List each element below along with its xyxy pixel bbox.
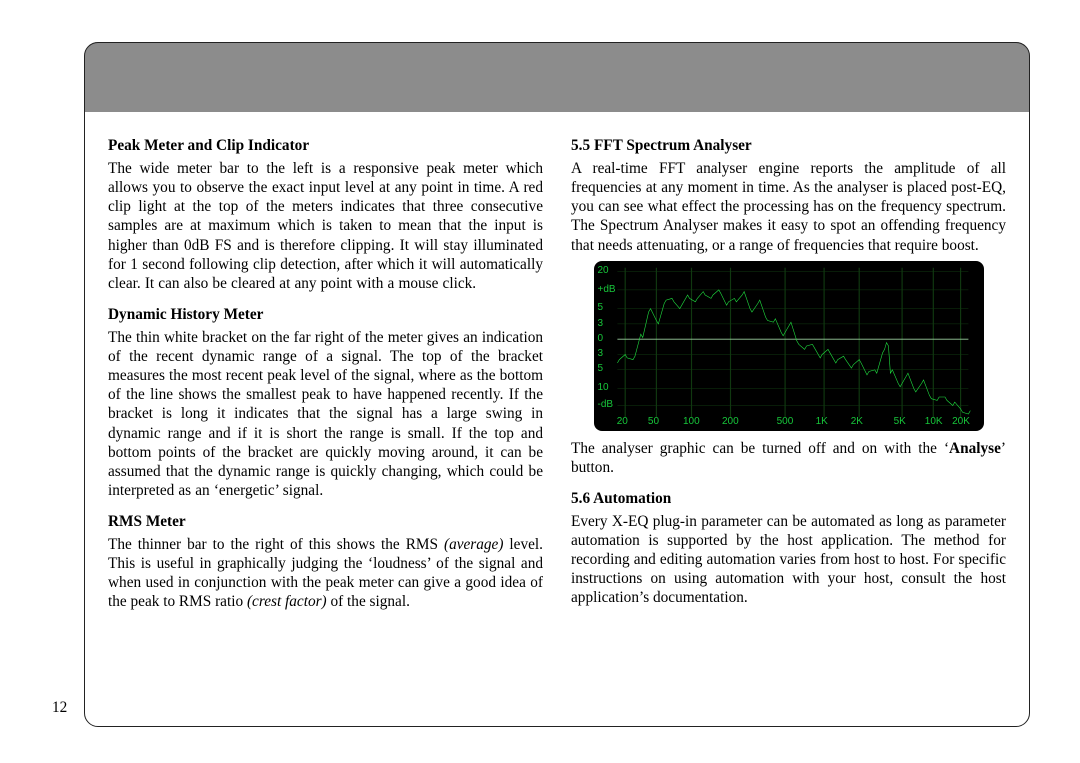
analyser-y-label: +dB <box>598 284 616 297</box>
analyser-y-label: 3 <box>598 318 604 331</box>
analyser-y-label: 5 <box>598 363 604 376</box>
analyser-x-label: 50 <box>648 416 659 429</box>
heading-fft: 5.5 FFT Spectrum Analyser <box>571 136 1006 155</box>
right-column: 5.5 FFT Spectrum Analyser A real-time FF… <box>571 136 1006 711</box>
analyser-y-label: -dB <box>598 399 614 412</box>
analyser-x-label: 500 <box>777 416 794 429</box>
analyser-x-label: 2K <box>851 416 863 429</box>
heading-dynamic-history: Dynamic History Meter <box>108 305 543 324</box>
spectrum-analyser-graphic: 20+dB5303510-dB20501002005001K2K5K10K20K <box>594 261 984 431</box>
analyser-y-label: 10 <box>598 382 609 395</box>
analyser-y-label: 3 <box>598 348 604 361</box>
header-band <box>84 42 1030 112</box>
para-automation: Every X-EQ plug-in parameter can be auto… <box>571 512 1006 608</box>
para-dynamic-history: The thin white bracket on the far right … <box>108 328 543 500</box>
analyser-x-label: 100 <box>683 416 700 429</box>
rms-text-a: The thinner bar to the right of this sho… <box>108 536 444 553</box>
analyser-y-label: 5 <box>598 302 604 315</box>
page-number: 12 <box>52 699 67 717</box>
left-column: Peak Meter and Clip Indicator The wide m… <box>108 136 543 711</box>
heading-rms-meter: RMS Meter <box>108 512 543 531</box>
analyser-x-label: 10K <box>925 416 943 429</box>
content-area: Peak Meter and Clip Indicator The wide m… <box>84 116 1030 727</box>
para-rms-meter: The thinner bar to the right of this sho… <box>108 535 543 611</box>
heading-automation: 5.6 Automation <box>571 489 1006 508</box>
analyser-y-label: 20 <box>598 265 609 278</box>
analyser-x-label: 1K <box>816 416 828 429</box>
rms-text-c: of the signal. <box>327 593 410 610</box>
rms-average-italic: (average) <box>444 536 503 553</box>
analyser-x-label: 20 <box>617 416 628 429</box>
rms-crestfactor-italic: (crest factor) <box>247 593 327 610</box>
analyse-bold: Analyse <box>949 440 1001 457</box>
analyser-x-label: 200 <box>722 416 739 429</box>
analyse-text-a: The analyser graphic can be turned off a… <box>571 440 949 457</box>
para-peak-meter: The wide meter bar to the left is a resp… <box>108 159 543 293</box>
para-fft: A real-time FFT analyser engine reports … <box>571 159 1006 255</box>
analyser-x-label: 5K <box>894 416 906 429</box>
heading-peak-meter: Peak Meter and Clip Indicator <box>108 136 543 155</box>
analyser-y-label: 0 <box>598 333 604 346</box>
para-analyse-button: The analyser graphic can be turned off a… <box>571 439 1006 477</box>
analyser-x-label: 20K <box>952 416 970 429</box>
